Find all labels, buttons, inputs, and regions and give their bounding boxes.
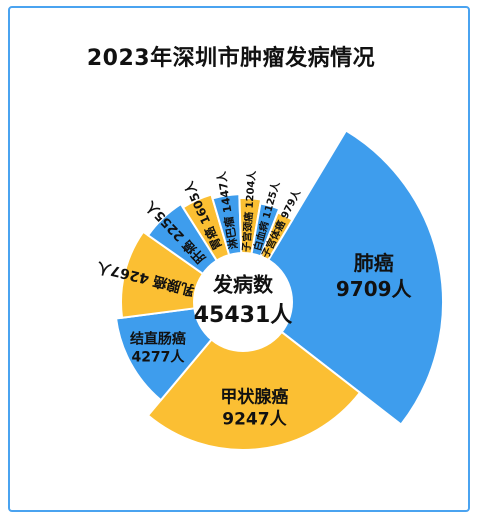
slice-name-label: 甲状腺癌	[220, 386, 288, 407]
slice-value-label: 4277人	[131, 349, 185, 366]
slice-value-label: 9247人	[222, 409, 287, 429]
chart-title: 2023年深圳市肿瘤发病情况	[86, 46, 376, 71]
slice-name-label: 结直肠癌	[130, 331, 186, 348]
donut-center	[193, 252, 293, 352]
center-label: 发病数	[212, 273, 274, 297]
slice-name-label: 肺癌	[354, 251, 394, 275]
slice-value-label: 9709人	[336, 277, 413, 301]
center-value: 45431人	[194, 303, 293, 328]
